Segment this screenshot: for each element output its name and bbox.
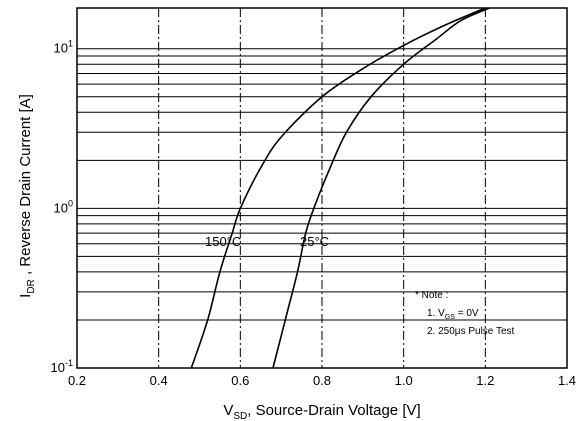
x-tick-label: 1.2 [476,373,494,388]
y-tick-labels: 10-1 100 101 [51,39,73,375]
note-title: * Note : [415,290,448,301]
x-tick-label: 0.4 [150,373,168,388]
x-tick-label: 0.6 [231,373,249,388]
series-line-150c [190,7,486,369]
x-tick-label: 0.2 [68,373,86,388]
series-label-150c: 150°C [205,234,241,249]
series-line-25c [272,7,490,369]
x-tick-label: 0.8 [313,373,331,388]
plot-frame [76,7,568,369]
series-label-25c: 25°C [300,234,329,249]
y-axis-title: IDR , Reverse Drain Current [A] [17,94,37,298]
x-axis-title: VSD, Source-Drain Voltage [V] [223,402,420,421]
y-tick-label: 101 [54,39,73,56]
x-tick-label: 1.4 [558,373,576,388]
x-tick-label: 1.0 [395,373,413,388]
note-line-2: 2. 250μs Pulse Test [427,326,515,337]
note-line-1: 1. VGS = 0V [427,308,479,321]
curves [190,7,490,369]
x-tick-labels: 0.2 0.4 0.6 0.8 1.0 1.2 1.4 [68,373,576,388]
y-tick-label: 100 [54,198,73,215]
note-box: * Note : 1. VGS = 0V 2. 250μs Pulse Test [415,290,515,337]
y-tick-label: 10-1 [51,358,73,375]
